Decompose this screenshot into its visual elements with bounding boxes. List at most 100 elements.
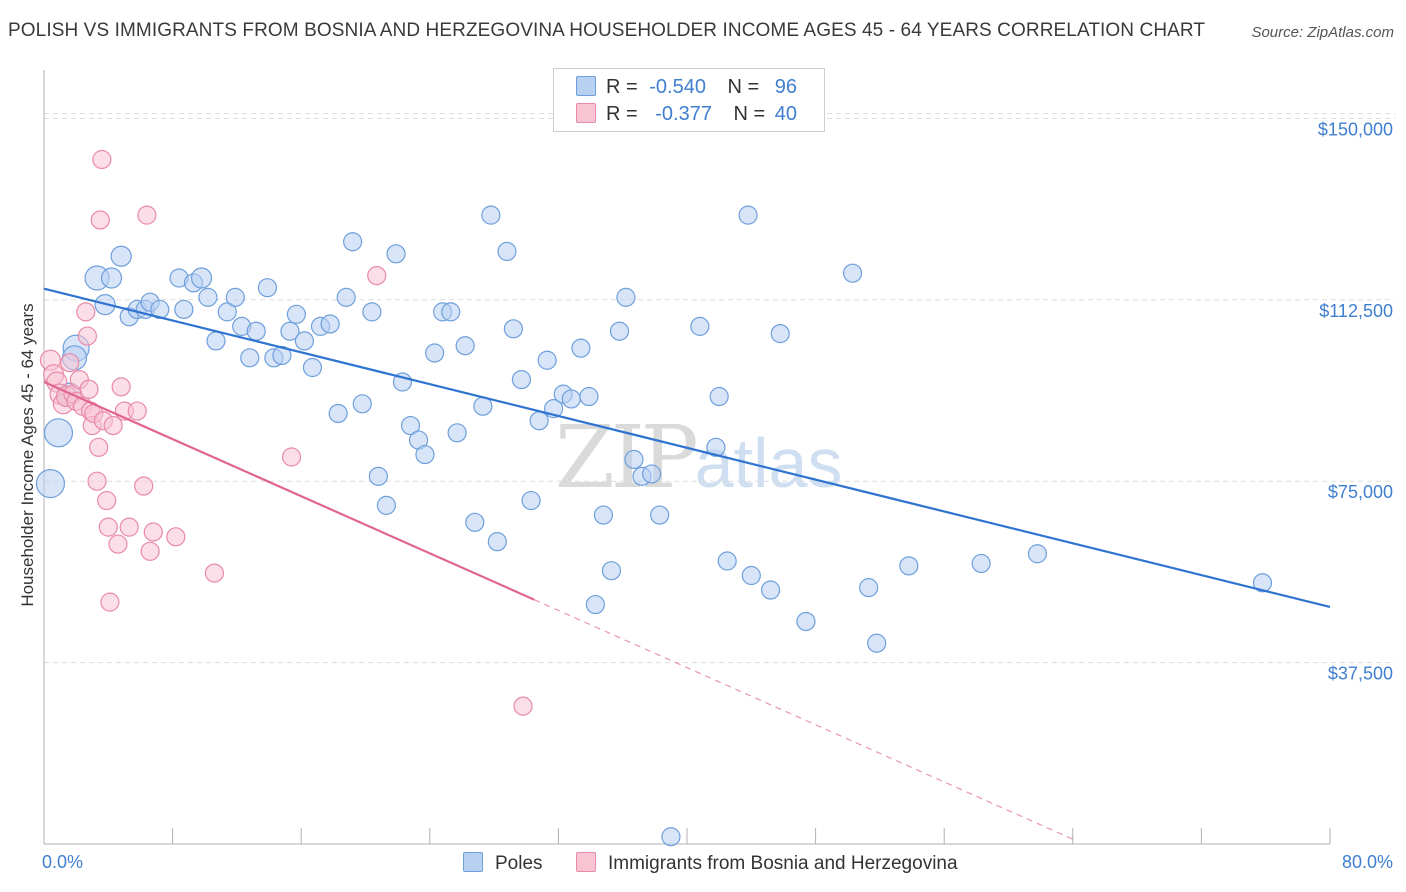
pole-point: [796, 611, 816, 632]
pole-point: [320, 314, 340, 334]
bosnia-point: [134, 476, 154, 496]
pole-point: [343, 232, 363, 252]
trend-line-bosnia: [43, 381, 535, 601]
y-tick-label: $150,000: [1318, 119, 1393, 139]
pole-point: [336, 287, 356, 307]
pole-point: [624, 449, 644, 470]
pole-point: [415, 444, 435, 465]
bosnia-point: [87, 471, 107, 491]
pole-point: [286, 304, 306, 324]
pole-point: [217, 302, 237, 322]
legend-r-value-poles: -0.540: [649, 76, 706, 98]
pole-point: [43, 418, 74, 448]
pole-point: [561, 389, 581, 409]
tick-labels: $37,500 $75,000 $112,500 $150,000 0.0% 80.0%: [42, 119, 1393, 872]
pole-point: [487, 532, 507, 552]
bosnia-point: [140, 541, 160, 561]
bosnia-point: [98, 517, 118, 537]
pole-point: [593, 505, 614, 525]
pole-point: [609, 321, 630, 341]
pole-point: [240, 348, 260, 368]
bosnia-point: [513, 696, 533, 716]
legend-n-value-poles: 96: [774, 76, 798, 98]
pole-point: [706, 437, 726, 457]
pole-point: [690, 316, 710, 336]
bosnia-legend-swatch: [576, 852, 596, 872]
pole-point: [971, 553, 991, 574]
bosnia-point: [204, 563, 224, 583]
pole-point: [650, 505, 670, 525]
pole-point: [368, 466, 388, 486]
x-tick-label-max: 80.0%: [1342, 852, 1393, 872]
pole-point: [441, 302, 461, 322]
pole-point: [225, 287, 245, 307]
legend-n-label: N =: [727, 76, 760, 98]
legend-label-poles: Poles: [495, 853, 543, 874]
poles-legend-swatch: [463, 852, 483, 872]
bosnia-point: [111, 377, 131, 397]
pole-point: [770, 324, 790, 344]
trend-line-poles: [43, 287, 1331, 609]
legend-r-label: R =: [606, 76, 638, 98]
bottom-legend: Poles Immigrants from Bosnia and Herzego…: [0, 852, 1406, 878]
correlation-legend: R = -0.540 N = 96 R = -0.377 N = 40: [553, 68, 825, 132]
bosnia-point: [90, 210, 110, 230]
bosnia-point: [97, 490, 117, 511]
y-tick-label: $37,500: [1328, 664, 1393, 684]
bosnia-point: [108, 534, 128, 554]
bosnia-swatch: [576, 103, 596, 123]
bosnia-point: [89, 437, 109, 457]
legend-r-value-bosnia: -0.377: [655, 103, 712, 125]
pole-point: [280, 321, 300, 341]
pole-point: [842, 263, 863, 283]
pole-point: [328, 403, 348, 424]
pole-point: [400, 415, 421, 436]
bosnia-point: [137, 205, 157, 225]
pole-point: [35, 469, 66, 499]
bosnia-point: [143, 522, 163, 542]
pole-point: [867, 633, 887, 653]
pole-point: [579, 386, 599, 407]
pole-point: [497, 241, 517, 262]
pole-point: [352, 394, 372, 414]
bosnia-point: [77, 326, 98, 346]
pole-point: [741, 565, 761, 586]
pole-point: [455, 336, 475, 356]
pole-point: [859, 578, 879, 598]
trend-lines: [43, 287, 1331, 840]
x-tick-label-min: 0.0%: [42, 852, 83, 872]
pole-point: [150, 299, 170, 320]
pole-point: [302, 357, 323, 378]
bosnia-point: [76, 302, 96, 322]
pole-point: [206, 331, 226, 351]
pole-point: [529, 411, 549, 431]
pole-point: [760, 580, 781, 600]
y-tick-label: $112,500: [1319, 301, 1393, 321]
axes: [43, 70, 1331, 845]
pole-point: [616, 287, 636, 307]
bosnia-point: [79, 379, 99, 399]
pole-point: [571, 338, 591, 358]
pole-point: [246, 321, 266, 341]
legend-item-poles[interactable]: Poles: [463, 852, 543, 875]
legend-item-bosnia[interactable]: Immigrants from Bosnia and Herzegovina: [576, 852, 958, 875]
pole-point: [585, 594, 605, 615]
pole-point: [899, 556, 919, 576]
bosnia-point: [367, 265, 387, 286]
pole-point: [738, 205, 758, 225]
legend-n-value-bosnia: 40: [774, 103, 798, 125]
poles-swatch: [576, 76, 596, 96]
bosnia-point: [92, 149, 112, 170]
legend-row-bosnia: R = -0.377 N = 40: [576, 103, 797, 125]
bosnia-point: [60, 353, 80, 373]
bosnia-point: [166, 527, 186, 547]
pole-point: [537, 350, 557, 370]
bosnia-point: [100, 592, 120, 612]
pole-point: [661, 827, 681, 847]
pole-point: [190, 267, 213, 289]
y-tick-label: $75,000: [1328, 482, 1393, 502]
pole-point: [511, 370, 532, 390]
trend-line-bosnia-extension: [534, 599, 1074, 840]
pole-point: [110, 245, 132, 267]
